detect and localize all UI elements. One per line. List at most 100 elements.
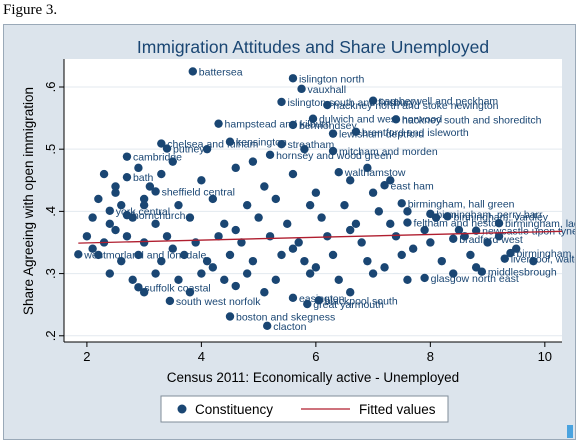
data-point <box>397 250 406 260</box>
point-label: bradford west <box>459 234 523 246</box>
data-point-labeled <box>74 250 83 259</box>
data-point <box>208 194 218 204</box>
data-point <box>300 256 309 266</box>
data-point-labeled <box>308 114 318 123</box>
data-point <box>260 288 269 297</box>
data-point <box>248 157 258 166</box>
data-point <box>202 256 212 266</box>
data-point <box>403 275 412 285</box>
y-tick-label: .2 <box>43 330 58 341</box>
data-point <box>139 194 149 204</box>
data-point-labeled <box>214 119 223 128</box>
data-point <box>88 213 97 222</box>
data-point <box>214 232 223 241</box>
point-label: dulwich and west norwood <box>319 114 442 126</box>
data-point-labeled <box>122 210 132 220</box>
x-tick-label: 10 <box>538 349 552 364</box>
data-point <box>340 200 349 210</box>
data-point <box>117 256 126 266</box>
data-point-labeled <box>403 218 412 227</box>
data-point <box>346 225 355 235</box>
data-point <box>134 163 143 173</box>
data-point-labeled <box>105 206 114 215</box>
data-point-labeled <box>368 96 378 105</box>
x-tick-label: 6 <box>312 349 319 364</box>
data-point <box>437 256 446 266</box>
data-point <box>300 144 309 154</box>
data-point-labeled <box>151 187 160 196</box>
x-tick-label: 2 <box>83 349 90 364</box>
data-point-labeled <box>328 146 338 156</box>
point-label: york central <box>116 206 170 218</box>
data-point-labeled <box>277 97 286 107</box>
x-tick-label: 4 <box>198 349 205 364</box>
point-label: birmingham, hodge hill <box>516 248 575 260</box>
point-label: liverpool, walton <box>511 254 575 266</box>
points-layer <box>74 67 538 331</box>
data-point <box>94 250 103 260</box>
point-label: battersea <box>199 66 243 78</box>
data-point <box>157 169 166 179</box>
data-point <box>311 188 321 197</box>
data-point <box>82 232 92 241</box>
data-point <box>99 169 109 179</box>
data-point <box>271 194 280 204</box>
point-label: south west norfolk <box>176 296 261 308</box>
data-point <box>185 213 195 222</box>
data-point <box>208 263 218 272</box>
data-point <box>494 232 504 241</box>
text-cursor-marker <box>567 425 573 438</box>
point-label: glasgow north east <box>431 273 519 285</box>
point-label: birmingham, yardley <box>454 211 549 223</box>
data-point <box>94 194 103 204</box>
data-point-labeled <box>443 212 452 221</box>
data-point-labeled <box>165 296 175 306</box>
data-point <box>408 244 418 253</box>
point-label: walthamstow <box>344 167 406 179</box>
data-point <box>231 225 240 235</box>
legend-label-fitted: Fitted values <box>359 402 436 417</box>
data-point <box>139 200 149 210</box>
data-point <box>151 269 160 278</box>
data-point <box>105 219 114 229</box>
point-labels-layer: battersea islington northvauxhallislingto… <box>83 66 575 332</box>
data-point-labeled <box>391 115 401 124</box>
data-point <box>157 256 166 266</box>
data-point-labeled <box>225 312 235 321</box>
data-point <box>346 288 355 297</box>
data-point <box>254 213 263 222</box>
data-point <box>328 250 338 260</box>
data-point <box>454 225 464 235</box>
point-label: hackney north and stoke newington <box>333 100 498 112</box>
data-point <box>363 163 372 173</box>
data-point-labeled <box>263 321 272 331</box>
data-point <box>202 144 212 154</box>
data-point-labeled <box>288 120 298 130</box>
data-point-labeled <box>314 296 323 305</box>
y-tick-label: .6 <box>43 82 58 93</box>
data-point <box>277 250 286 260</box>
data-point-labeled <box>162 144 172 153</box>
data-point <box>305 269 315 278</box>
point-label: brentford and isleworth <box>362 127 469 139</box>
point-label: islington north <box>299 73 365 85</box>
point-label: chelsea and fulham <box>167 139 258 151</box>
data-point <box>288 244 298 253</box>
point-label: kensington <box>236 137 287 149</box>
data-point <box>220 275 229 285</box>
data-point-labeled <box>506 248 515 258</box>
legend-label-constituency: Constituency <box>195 402 273 417</box>
data-point-labeled <box>288 293 298 303</box>
data-point-labeled <box>351 127 361 136</box>
data-point <box>162 232 172 241</box>
point-label: easington <box>299 293 345 305</box>
point-label: suffolk coastal <box>144 282 210 294</box>
point-label: westmorland and lonsdale <box>83 249 206 261</box>
data-point <box>363 256 372 266</box>
data-point <box>471 263 481 272</box>
point-label: camberwell and peckham <box>379 96 498 108</box>
data-point <box>271 275 280 285</box>
data-point <box>305 200 315 210</box>
point-label: bath <box>133 172 154 184</box>
data-point <box>134 250 143 260</box>
